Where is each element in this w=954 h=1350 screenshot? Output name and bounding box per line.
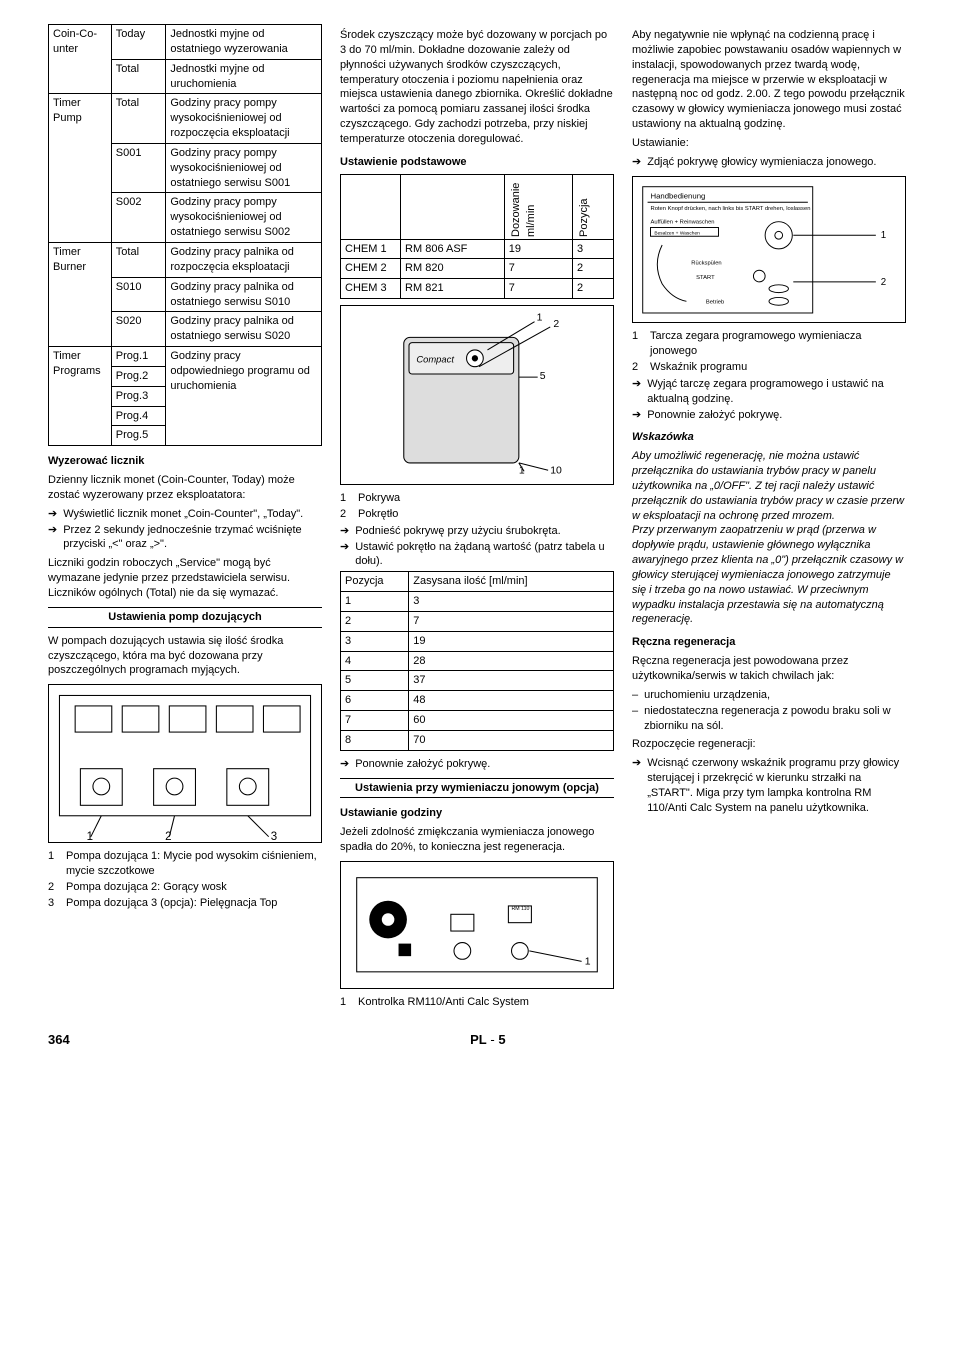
dosing-pumps-text: W pompach dozujących ustawia się ilość ś…	[48, 634, 322, 679]
column-2: Środek czyszczący może być dozowany w po…	[340, 24, 614, 1011]
svg-text:1: 1	[87, 831, 93, 843]
reset-counter-text: Dzienny licznik monet (Coin-Counter, Tod…	[48, 473, 322, 503]
svg-text:START: START	[696, 275, 715, 281]
page-number-left: 364	[48, 1031, 70, 1049]
page-lang: PL - 5	[470, 1031, 505, 1049]
svg-text:2: 2	[165, 831, 171, 843]
ion-exchanger-heading: Ustawienia przy wymieniaczu jonowym (opc…	[340, 778, 614, 799]
column-1: Coin-Co-unterTodayJednostki myjne od ost…	[48, 24, 322, 1011]
note-text: Aby umożliwić regenerację, nie można ust…	[632, 449, 906, 627]
rm110-diagram: RM 110 1	[340, 861, 614, 989]
timer-head-diagram: Handbedienung Roten Knopf drücken, nach …	[632, 176, 906, 324]
dosing-pumps-diagram: 1 2 3	[48, 684, 322, 843]
svg-text:1: 1	[537, 313, 543, 324]
base-setting-heading: Ustawienie podstawowe	[340, 155, 614, 170]
start-regen-label: Rozpoczęcie regeneracji:	[632, 737, 906, 752]
pump-legend: 1Pompa dozująca 1: Mycie pod wysokim ciś…	[48, 849, 322, 910]
svg-text:Compact: Compact	[416, 354, 454, 365]
manual-regen-reasons: uruchomieniu urządzenia, niedostateczna …	[632, 688, 906, 734]
svg-text:Betrieb: Betrieb	[706, 299, 724, 305]
timer-legend: 1Tarcza zegara programowego wymieniacza …	[632, 329, 906, 375]
setting-label: Ustawianie:	[632, 136, 906, 151]
counter-table: Coin-Co-unterTodayJednostki myjne od ost…	[48, 24, 322, 446]
regeneration-text: Jeżeli zdolność zmiękczania wymieniacza …	[340, 825, 614, 855]
svg-text:2: 2	[553, 319, 559, 330]
svg-text:1: 1	[585, 957, 591, 968]
svg-text:Besalzen + Waschen: Besalzen + Waschen	[654, 230, 700, 236]
svg-text:2: 2	[881, 276, 886, 287]
chem-table: Dozowanie ml/min Pozycja CHEM 1RM 806 AS…	[340, 174, 614, 300]
svg-text:Rückspülen: Rückspülen	[691, 260, 721, 266]
manual-regen-heading: Ręczna regeneracja	[632, 635, 906, 650]
service-counter-note: Liczniki godzin roboczych „Service" mogą…	[48, 556, 322, 601]
dosing-pumps-heading: Ustawienia pomp dozujących	[48, 607, 322, 628]
compact-legend: 1Pokrywa 2Pokrętło	[340, 491, 614, 522]
remove-cover: Zdjąć pokrywę głowicy wymieniacza jonowe…	[632, 155, 906, 170]
dosing-desc: Środek czyszczący może być dozowany w po…	[340, 28, 614, 147]
position-table: PozycjaZasysana ilość [ml/min] 132731942…	[340, 571, 614, 751]
svg-text:3: 3	[271, 831, 277, 843]
svg-text:5: 5	[540, 371, 546, 382]
rm110-legend: 1Kontrolka RM110/Anti Calc System	[340, 995, 614, 1010]
svg-text:Roten Knopf drücken, nach link: Roten Knopf drücken, nach links bis STAR…	[650, 206, 810, 212]
page-footer: 364 PL - 5	[48, 1031, 906, 1049]
close-cover: Ponownie założyć pokrywę.	[340, 757, 614, 772]
note-heading: Wskazówka	[632, 430, 906, 445]
svg-text:1: 1	[881, 230, 886, 241]
reset-counter-heading: Wyzerować licznik	[48, 454, 322, 469]
svg-text:RM 110: RM 110	[512, 906, 530, 912]
start-regen-step: Wcisnąć czerwony wskaźnik programu przy …	[632, 756, 906, 815]
column-3: Aby negatywnie nie wpłynąć na codzienną …	[632, 24, 906, 1011]
compact-diagram: Compact 1 2 5 1 10	[340, 305, 614, 485]
reset-steps: Wyświetlić licznik monet „Coin-Counter",…	[48, 507, 322, 553]
svg-text:Auffüllen + Reinwaschen: Auffüllen + Reinwaschen	[650, 219, 714, 225]
svg-text:Handbedienung: Handbedienung	[650, 191, 705, 200]
timer-steps: Wyjąć tarczę zegara programowego i ustaw…	[632, 377, 906, 423]
regen-desc: Aby negatywnie nie wpłynąć na codzienną …	[632, 28, 906, 132]
manual-regen-text: Ręczna regeneracja jest powodowana przez…	[632, 654, 906, 684]
time-setting-heading: Ustawianie godziny	[340, 806, 614, 821]
svg-text:10: 10	[550, 466, 562, 477]
adjust-steps: Podnieść pokrywę przy użyciu śrubokręta.…	[340, 524, 614, 570]
